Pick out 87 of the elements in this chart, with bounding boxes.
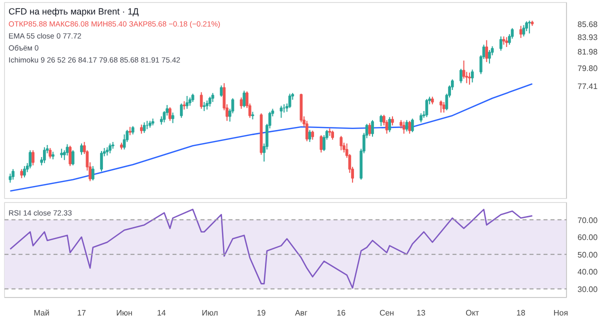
candlestick: [108, 142, 112, 154]
candlestick: [420, 112, 422, 123]
candlestick: [28, 150, 32, 169]
candlestick: [499, 36, 502, 52]
x-tick-label: Сен: [379, 308, 394, 318]
candlestick: [308, 129, 312, 142]
candlestick: [505, 36, 508, 48]
candlestick: [470, 69, 474, 83]
candlestick: [380, 114, 382, 127]
candlestick: [66, 144, 69, 156]
candlestick: [92, 166, 94, 181]
candlestick: [442, 102, 446, 114]
candlestick: [200, 92, 203, 110]
candlestick: [12, 168, 14, 180]
candlestick: [242, 90, 246, 108]
candlestick: [168, 106, 172, 122]
y-tick-label: 85.68: [578, 20, 598, 29]
x-tick-label: Май: [34, 308, 50, 318]
candlestick: [320, 134, 323, 154]
candlestick: [371, 120, 374, 138]
x-tick-label: 16: [336, 308, 346, 318]
candlestick: [202, 102, 206, 112]
x-tick-label: 14: [156, 308, 166, 318]
x-tick-label: Ноя: [554, 308, 568, 318]
y-tick-label: 40.00: [578, 268, 598, 277]
candlestick: [522, 24, 526, 37]
candlestick: [468, 72, 471, 86]
x-tick-label: 17: [77, 308, 87, 318]
candlestick: [411, 118, 414, 133]
candlestick: [340, 135, 343, 151]
candlestick: [368, 122, 372, 136]
candlestick: [391, 116, 394, 126]
line-series: [10, 83, 533, 192]
x-tick-label: 13: [416, 308, 426, 318]
candlestick: [140, 124, 143, 134]
x-tick-label: 18: [516, 308, 526, 318]
candlestick: [305, 120, 308, 142]
y-tick-label: 60.00: [578, 233, 598, 242]
candlestick: [425, 98, 428, 118]
candlestick: [80, 142, 83, 156]
candlestick: [211, 92, 214, 103]
candlestick: [311, 130, 314, 140]
candlestick: [208, 96, 212, 108]
candlestick: [171, 112, 174, 124]
candlestick: [402, 121, 406, 134]
candlestick: [488, 49, 491, 64]
x-tick-label: 19: [256, 308, 266, 318]
candlestick: [528, 20, 531, 34]
candlestick: [440, 100, 442, 114]
candlestick: [122, 134, 126, 150]
candlestick: [43, 146, 46, 164]
candlestick: [462, 60, 466, 80]
candlestick: [186, 95, 189, 110]
x-tick-label: Июл: [202, 308, 218, 318]
candlestick: [100, 150, 103, 172]
chart-title: CFD на нефть марки Brent · 1Д: [8, 6, 139, 16]
candlestick: [32, 150, 34, 166]
line-series: [10, 208, 533, 289]
candlestick: [240, 96, 243, 110]
candlestick: [331, 130, 334, 140]
x-tick-label: Июн: [116, 308, 132, 318]
y-tick-label: 70.00: [578, 216, 598, 225]
y-tick-label: 81.98: [578, 48, 598, 57]
candlestick: [72, 150, 74, 166]
x-tick-label: Окт: [466, 308, 480, 318]
candlestick: [60, 148, 63, 158]
y-tick-label: 50.00: [578, 250, 598, 260]
candlestick: [519, 25, 522, 38]
candlestick: [20, 168, 24, 179]
candlestick: [388, 116, 392, 133]
candlestick: [485, 40, 488, 63]
candlestick: [408, 120, 412, 134]
candlestick: [23, 166, 26, 178]
y-tick-label: 83.93: [578, 32, 598, 42]
candlestick: [460, 68, 462, 84]
candlestick: [280, 105, 283, 118]
candlestick: [220, 84, 223, 98]
candlestick: [206, 100, 208, 110]
candlestick: [8, 173, 12, 184]
y-tick-label: 77.41: [578, 82, 598, 92]
x-tick-label: Авг: [294, 308, 308, 318]
candlestick: [180, 103, 183, 118]
y-tick-label: 30.00: [578, 284, 598, 294]
candlestick: [288, 93, 292, 109]
candlestick: [48, 147, 52, 160]
y-tick-label: 79.80: [578, 64, 598, 74]
candlestick: [68, 145, 72, 167]
